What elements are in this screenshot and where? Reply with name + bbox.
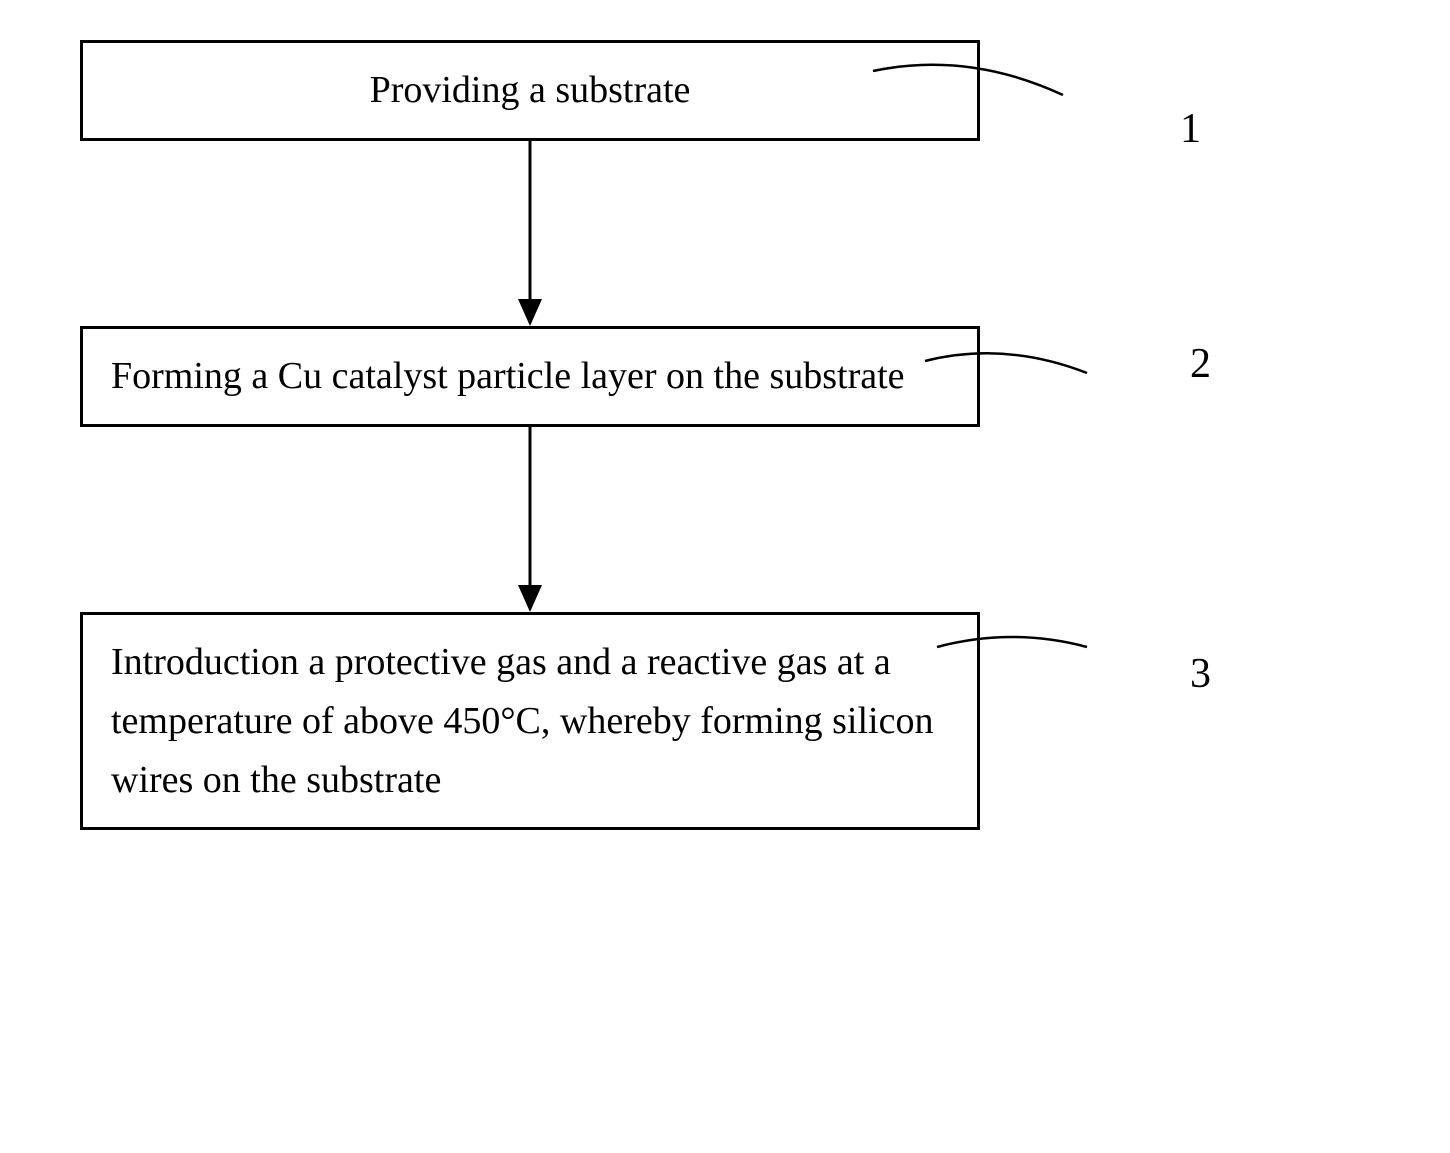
arrow-2-to-3 <box>80 427 980 612</box>
flowchart-step-2: Forming a Cu catalyst particle layer on … <box>80 326 980 427</box>
arrow-1-to-2 <box>80 141 980 326</box>
leader-line-1 <box>873 49 1133 139</box>
step-3-text: Introduction a protective gas and a reac… <box>111 633 949 810</box>
step-1-label: 1 <box>1180 105 1201 153</box>
flowchart-container: Providing a substrate 1 Forming a Cu cat… <box>80 40 1380 830</box>
step-2-label: 2 <box>1190 340 1211 388</box>
step-1-text: Providing a substrate <box>111 61 949 120</box>
leader-line-2 <box>925 343 1165 423</box>
flowchart-step-1: Providing a substrate <box>80 40 980 141</box>
step-3-label: 3 <box>1190 650 1211 698</box>
leader-line-3 <box>937 627 1167 697</box>
arrow-down-icon <box>510 141 550 326</box>
flowchart-step-3: Introduction a protective gas and a reac… <box>80 612 980 831</box>
step-2-text: Forming a Cu catalyst particle layer on … <box>111 347 949 406</box>
arrow-down-icon <box>510 427 550 612</box>
